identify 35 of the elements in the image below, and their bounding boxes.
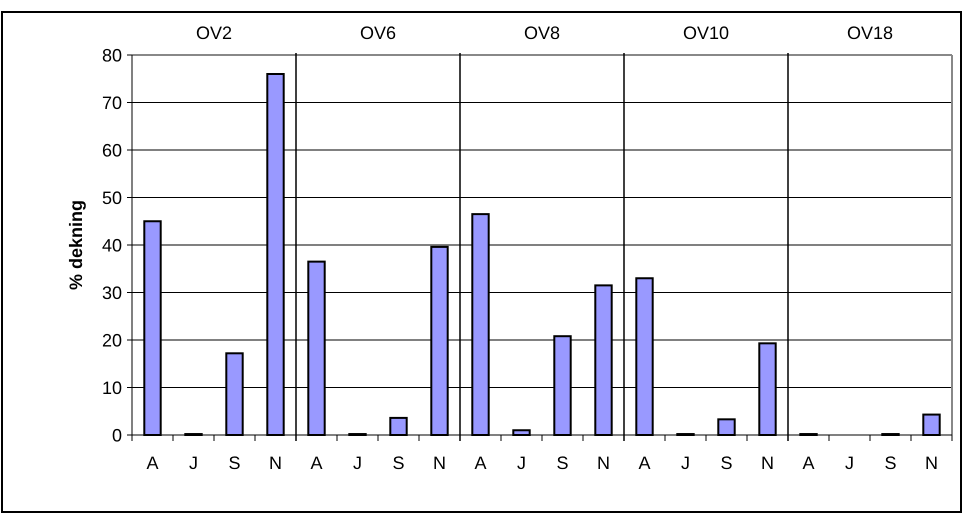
text: OV6: [360, 23, 396, 43]
y-tick-label: 50: [102, 188, 122, 208]
y-tick-label: 80: [102, 45, 122, 66]
x-tick-label: A: [638, 453, 651, 473]
x-tick-label: J: [353, 453, 362, 473]
x-tick-label: A: [802, 453, 815, 473]
x-tick-label: S: [392, 453, 405, 473]
y-tick-label: 10: [102, 378, 122, 398]
y-tick-label: 40: [102, 235, 122, 256]
x-tick-label: N: [761, 453, 774, 473]
x-tick-label: N: [269, 453, 282, 473]
x-tick-label: J: [517, 453, 526, 473]
x-tick-label: J: [845, 453, 854, 473]
x-tick-label: S: [556, 453, 569, 473]
x-tick-label: A: [146, 453, 159, 473]
y-tick-label: 0: [112, 425, 122, 446]
y-tick-label: 30: [102, 282, 122, 303]
x-tick-label: A: [474, 453, 487, 473]
x-tick-label: N: [925, 453, 938, 473]
text: OV18: [846, 23, 894, 43]
text: OV10: [682, 23, 730, 43]
x-tick-label: J: [681, 453, 690, 473]
y-axis-title: % dekning: [66, 200, 86, 290]
text: OV2: [196, 23, 232, 43]
y-tick-label: 20: [102, 330, 122, 350]
x-tick-label: N: [597, 453, 610, 473]
x-tick-label: J: [189, 453, 198, 473]
text: OV8: [524, 23, 560, 43]
x-tick-label: S: [720, 453, 733, 473]
x-tick-label: N: [433, 453, 446, 473]
y-tick-label: 70: [102, 92, 122, 113]
x-tick-label: S: [228, 453, 241, 473]
x-tick-label: A: [310, 453, 323, 473]
x-tick-label: S: [884, 453, 897, 473]
y-tick-label: 60: [102, 140, 122, 160]
